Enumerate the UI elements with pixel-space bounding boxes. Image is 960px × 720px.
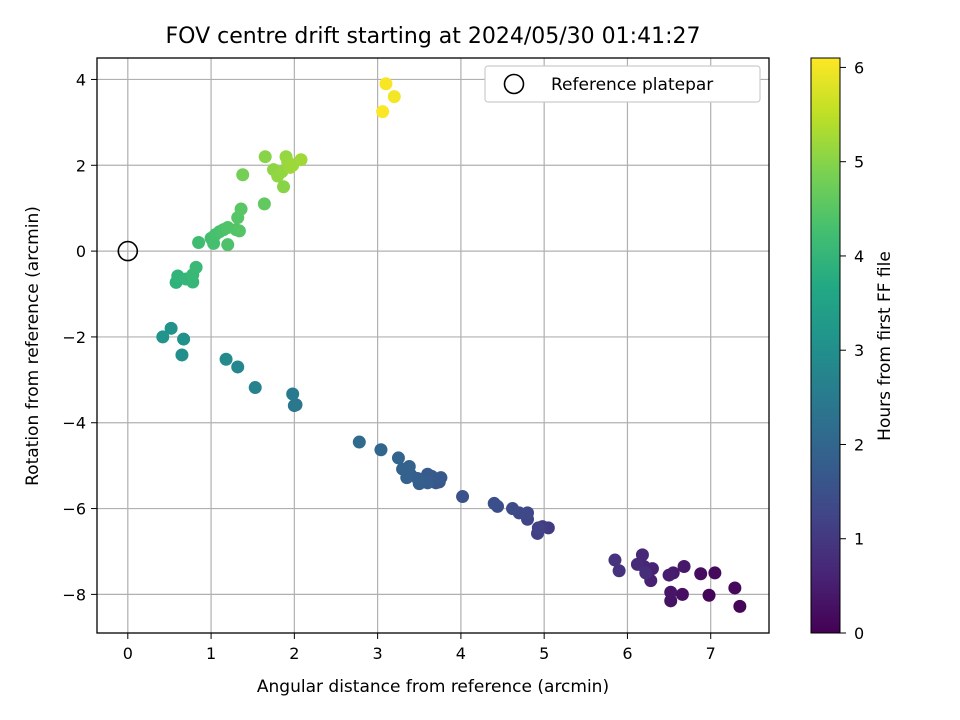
x-tick-label: 3 bbox=[373, 644, 383, 663]
chart-title: FOV centre drift starting at 2024/05/30 … bbox=[166, 24, 701, 49]
grid bbox=[97, 58, 769, 633]
data-point bbox=[608, 553, 622, 567]
data-point bbox=[376, 105, 390, 119]
colorbar-tick-label: 0 bbox=[854, 624, 864, 643]
legend-marker bbox=[503, 73, 525, 95]
data-point bbox=[231, 360, 245, 374]
data-point bbox=[612, 564, 626, 578]
data-point bbox=[232, 224, 246, 238]
data-point bbox=[487, 496, 501, 510]
y-tick-label: −8 bbox=[62, 585, 86, 604]
legend: Reference platepar bbox=[484, 65, 761, 103]
data-point bbox=[258, 150, 272, 164]
data-point bbox=[156, 330, 170, 344]
data-point bbox=[192, 236, 206, 250]
x-tick-label: 6 bbox=[622, 644, 632, 663]
y-tick-label: −2 bbox=[62, 328, 86, 347]
data-point bbox=[379, 77, 393, 91]
data-point bbox=[664, 585, 678, 599]
colorbar-tick-label: 2 bbox=[854, 435, 864, 454]
data-point bbox=[219, 352, 233, 366]
data-point bbox=[733, 599, 747, 613]
y-axis-ticks: −8 −6 −4 −2 0 2 4 bbox=[62, 70, 97, 604]
data-point bbox=[630, 557, 644, 571]
data-point bbox=[248, 381, 262, 395]
data-point bbox=[456, 490, 470, 504]
data-point bbox=[236, 168, 250, 182]
colorbar-tick-label: 5 bbox=[854, 153, 864, 172]
data-point bbox=[352, 435, 366, 449]
data-point bbox=[708, 566, 722, 580]
data-points bbox=[156, 77, 747, 613]
data-point bbox=[506, 502, 520, 516]
data-point bbox=[257, 197, 271, 211]
data-point bbox=[221, 238, 235, 252]
data-point bbox=[662, 568, 676, 582]
colorbar bbox=[810, 57, 841, 634]
data-point bbox=[396, 462, 410, 476]
data-point bbox=[374, 443, 388, 457]
x-tick-label: 2 bbox=[289, 644, 299, 663]
data-point bbox=[286, 387, 300, 401]
legend-label: Reference platepar bbox=[551, 75, 713, 95]
data-point bbox=[391, 451, 405, 465]
data-point bbox=[177, 332, 191, 346]
data-point bbox=[677, 559, 691, 573]
data-point bbox=[189, 260, 203, 274]
y-tick-label: −4 bbox=[62, 414, 86, 433]
data-point bbox=[675, 587, 689, 601]
data-point bbox=[639, 566, 653, 580]
y-tick-label: 0 bbox=[76, 242, 86, 261]
data-point bbox=[694, 567, 708, 581]
colorbar-tick-label: 6 bbox=[854, 58, 864, 77]
colorbar-tick-label: 1 bbox=[854, 530, 864, 549]
colorbar-tick-label: 4 bbox=[854, 247, 864, 266]
x-tick-label: 4 bbox=[456, 644, 466, 663]
reference-marker bbox=[117, 240, 139, 262]
data-point bbox=[387, 90, 401, 104]
x-tick-label: 5 bbox=[539, 644, 549, 663]
data-point bbox=[234, 202, 248, 216]
colorbar-label: Hours from first FF file bbox=[875, 251, 895, 441]
data-point bbox=[702, 588, 716, 602]
data-point bbox=[175, 348, 189, 362]
data-point bbox=[728, 581, 742, 595]
data-point bbox=[294, 153, 308, 167]
colorbar-ticks: 0 1 2 3 4 5 6 bbox=[840, 58, 864, 643]
y-tick-label: 2 bbox=[76, 156, 86, 175]
colorbar-tick-label: 3 bbox=[854, 341, 864, 360]
x-tick-label: 0 bbox=[123, 644, 133, 663]
data-point bbox=[289, 398, 303, 412]
y-axis-label: Rotation from reference (arcmin) bbox=[23, 206, 43, 486]
data-point bbox=[277, 180, 291, 194]
data-point bbox=[164, 321, 178, 335]
y-tick-label: −6 bbox=[62, 500, 86, 519]
x-tick-label: 1 bbox=[206, 644, 216, 663]
x-axis-ticks: 0 1 2 3 4 5 6 7 bbox=[123, 633, 716, 663]
y-tick-label: 4 bbox=[76, 70, 86, 89]
data-point bbox=[531, 521, 545, 535]
x-axis-label: Angular distance from reference (arcmin) bbox=[257, 677, 609, 697]
plot-frame bbox=[96, 57, 770, 634]
legend-box bbox=[484, 65, 761, 103]
x-tick-label: 7 bbox=[706, 644, 716, 663]
